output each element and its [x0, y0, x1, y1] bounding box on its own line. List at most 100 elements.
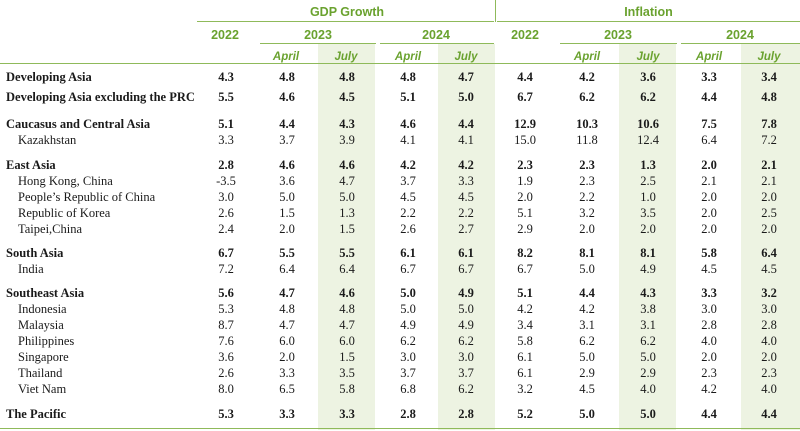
row-label: East Asia: [6, 158, 56, 172]
inf-2024-april: April: [695, 51, 723, 63]
value-cell: 4.2: [458, 158, 474, 172]
value-cell: 1.5: [339, 350, 355, 364]
value-cell: 5.3: [218, 302, 234, 316]
value-cell: 6.8: [400, 382, 416, 396]
value-cell: 12.9: [514, 117, 536, 131]
value-cell: 2.3: [579, 174, 595, 188]
economy-row: Taipei,China 2.4 2.0 1.5 2.6 2.7 2.9 2.0 2.0 2.0 2…: [0, 221, 800, 237]
value-cell: 3.3: [279, 366, 295, 380]
row-label: Thailand: [18, 366, 63, 380]
economy-row: Indonesia 5.3 4.8 4.8 5.0 5.0 4.2 4.2 3.8 3.0 3.0: [0, 301, 800, 317]
economy-row: Philippines 7.6 6.0 6.0 6.2 6.2 5.8 6.2 6.2 4.0 4.…: [0, 333, 800, 349]
value-cell: 15.0: [514, 133, 536, 147]
value-cell: 3.3: [701, 286, 717, 300]
value-cell: 2.8: [458, 407, 474, 421]
value-cell: 2.0: [279, 222, 295, 236]
value-cell: -3.5: [216, 174, 236, 188]
gdp-2023-july: July: [334, 51, 358, 63]
value-cell: 3.4: [761, 70, 777, 84]
value-cell: 4.4: [579, 286, 595, 300]
region-row: Caucasus and Central Asia 5.1 4.4 4.3 4.6 4.4…: [0, 116, 800, 132]
value-cell: 5.8: [701, 246, 717, 260]
economy-row: Hong Kong, China -3.5 3.6 4.7 3.7 3.3 1.9 2.3 2.…: [0, 173, 800, 189]
value-cell: 5.0: [400, 286, 416, 300]
value-cell: 7.5: [701, 117, 717, 131]
value-cell: 5.1: [517, 286, 533, 300]
value-cell: 12.4: [637, 133, 659, 147]
header-top-rule-inflation: [497, 21, 800, 22]
value-cell: 4.8: [339, 70, 355, 84]
value-cell: 4.4: [517, 70, 533, 84]
value-cell: 2.8: [761, 318, 777, 332]
value-cell: 5.0: [640, 350, 656, 364]
value-cell: 3.6: [279, 174, 295, 188]
value-cell: 4.8: [339, 302, 355, 316]
row-label: Caucasus and Central Asia: [6, 117, 151, 131]
value-cell: 3.5: [339, 366, 355, 380]
value-cell: 6.2: [579, 334, 595, 348]
economy-row: Kazakhstan 3.3 3.7 3.9 4.1 4.1 15.0 11.8 12.4 6.4…: [0, 132, 800, 148]
value-cell: 3.7: [400, 174, 416, 188]
value-cell: 2.0: [761, 190, 777, 204]
value-cell: 3.2: [517, 382, 533, 396]
value-cell: 5.5: [339, 246, 355, 260]
value-cell: 3.3: [218, 133, 234, 147]
region-row: East Asia 2.8 4.6 4.6 4.2 4.2 2.3 2.3 1.3 2.0 2.1: [0, 157, 800, 173]
value-cell: 5.0: [458, 302, 474, 316]
value-cell: 6.1: [458, 246, 474, 260]
row-label: The Pacific: [6, 407, 67, 421]
year-rule-2024-gdp: [380, 43, 494, 44]
value-cell: 2.7: [458, 222, 474, 236]
value-cell: 4.9: [458, 286, 474, 300]
value-cell: 3.8: [640, 302, 656, 316]
value-cell: 6.0: [279, 334, 295, 348]
value-cell: 4.7: [339, 318, 355, 332]
value-cell: 4.4: [701, 407, 717, 421]
value-cell: 7.2: [761, 133, 777, 147]
region-row: South Asia 6.7 5.5 5.5 6.1 6.1 8.2 8.1 8.1 5.8 6.4: [0, 245, 800, 261]
row-label: Hong Kong, China: [18, 174, 113, 188]
value-cell: 4.2: [400, 158, 416, 172]
value-cell: 5.1: [517, 206, 533, 220]
value-cell: 2.0: [701, 222, 717, 236]
value-cell: 4.9: [458, 318, 474, 332]
value-cell: 2.5: [640, 174, 656, 188]
value-cell: 5.0: [458, 90, 474, 104]
value-cell: 6.5: [279, 382, 295, 396]
value-cell: 4.5: [701, 262, 717, 276]
value-cell: 4.8: [761, 90, 777, 104]
value-cell: 4.5: [579, 382, 595, 396]
value-cell: 6.7: [517, 262, 533, 276]
value-cell: 6.4: [761, 246, 777, 260]
value-cell: 11.8: [576, 133, 598, 147]
value-cell: 4.4: [279, 117, 295, 131]
value-cell: 5.8: [517, 334, 533, 348]
value-cell: 4.5: [458, 190, 474, 204]
value-cell: 3.3: [279, 407, 295, 421]
row-label: Developing Asia excluding the PRC: [6, 90, 195, 104]
value-cell: 10.6: [637, 117, 659, 131]
value-cell: 4.6: [339, 286, 355, 300]
group-divider: [495, 0, 496, 22]
value-cell: 2.9: [579, 366, 595, 380]
value-cell: 2.0: [701, 350, 717, 364]
value-cell: 5.5: [218, 90, 234, 104]
value-cell: 3.2: [761, 286, 777, 300]
value-cell: 3.3: [701, 70, 717, 84]
value-cell: 2.3: [517, 158, 533, 172]
highlight-gdp-2024-july: [438, 44, 495, 430]
value-cell: 5.3: [218, 407, 234, 421]
value-cell: 2.8: [218, 158, 234, 172]
value-cell: 2.2: [400, 206, 416, 220]
value-cell: 2.2: [458, 206, 474, 220]
value-cell: 1.5: [339, 222, 355, 236]
value-cell: 5.1: [400, 90, 416, 104]
row-label: Republic of Korea: [18, 206, 111, 220]
value-cell: 3.3: [458, 174, 474, 188]
value-cell: 2.3: [701, 366, 717, 380]
value-cell: 4.5: [761, 262, 777, 276]
value-cell: 6.1: [400, 246, 416, 260]
value-cell: 6.7: [218, 246, 234, 260]
value-cell: 2.0: [701, 206, 717, 220]
